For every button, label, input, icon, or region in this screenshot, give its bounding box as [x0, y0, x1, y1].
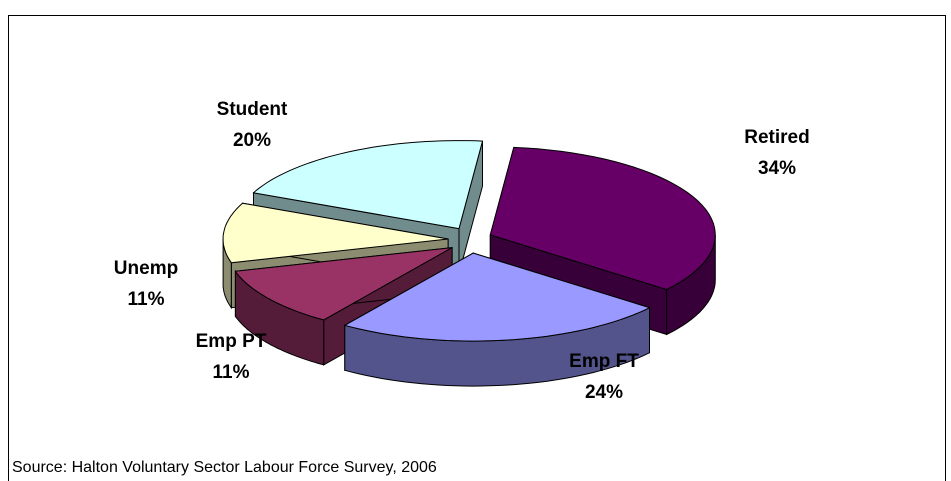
- source-note: Source: Halton Voluntary Sector Labour F…: [12, 459, 437, 476]
- slice: [343, 252, 651, 342]
- slice-label: Unemp: [114, 258, 178, 279]
- slice: [222, 202, 449, 264]
- slice-value-label: 11%: [128, 289, 165, 310]
- slice: [252, 140, 484, 230]
- chart-frame: [8, 15, 946, 481]
- slice-value-label: 34%: [758, 158, 796, 179]
- slice-value-label: 20%: [233, 130, 271, 151]
- slice-label: Emp FT: [569, 351, 639, 372]
- pie: [222, 140, 716, 387]
- slice-label: Student: [217, 99, 288, 120]
- slice-label: Emp PT: [196, 331, 267, 352]
- slice-value-label: 24%: [585, 382, 623, 403]
- slice: [234, 247, 453, 321]
- slice-value-label: 11%: [213, 362, 250, 383]
- slice-label: Retired: [744, 127, 809, 148]
- slice: [489, 146, 716, 291]
